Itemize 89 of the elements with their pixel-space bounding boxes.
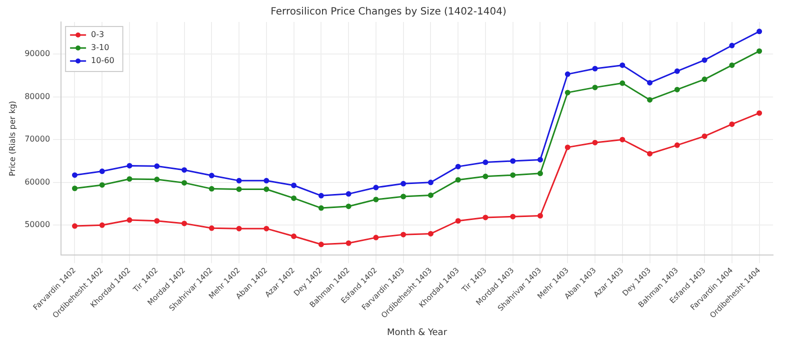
point xyxy=(482,214,488,220)
legend-label: 0-3 xyxy=(91,30,104,40)
point xyxy=(208,172,214,178)
point xyxy=(482,174,488,180)
y-tick-label: 80000 xyxy=(24,92,50,101)
point xyxy=(674,68,680,74)
point xyxy=(400,194,406,200)
point xyxy=(236,186,242,192)
point xyxy=(373,184,379,190)
chart-title: Ferrosilicon Price Changes by Size (1402-1404) xyxy=(270,6,506,18)
point xyxy=(126,162,132,168)
point xyxy=(647,97,653,103)
point xyxy=(208,186,214,192)
point xyxy=(537,156,543,162)
point xyxy=(564,90,570,96)
point xyxy=(126,217,132,223)
x-axis-title: Month & Year xyxy=(387,328,448,338)
y-tick-label: 90000 xyxy=(24,49,50,58)
point xyxy=(674,142,680,148)
point xyxy=(318,192,324,198)
point xyxy=(729,62,735,68)
point xyxy=(72,172,78,178)
point xyxy=(592,66,598,72)
point xyxy=(373,234,379,240)
point xyxy=(400,232,406,238)
point xyxy=(373,196,379,202)
point xyxy=(346,204,352,210)
point xyxy=(455,177,461,183)
point xyxy=(99,222,105,228)
point xyxy=(756,28,762,34)
point xyxy=(729,42,735,48)
y-tick-label: 60000 xyxy=(24,177,50,186)
point xyxy=(510,214,516,220)
point xyxy=(592,84,598,90)
legend-label: 10-60 xyxy=(91,56,114,66)
point xyxy=(182,167,188,173)
point xyxy=(702,57,708,63)
point xyxy=(126,176,132,182)
legend-label: 3-10 xyxy=(91,43,110,52)
point xyxy=(264,226,270,232)
point xyxy=(702,133,708,139)
point xyxy=(182,180,188,186)
point xyxy=(208,225,214,231)
point xyxy=(236,226,242,232)
point xyxy=(428,180,434,186)
point xyxy=(455,164,461,170)
y-tick-label: 70000 xyxy=(24,134,50,144)
point xyxy=(236,178,242,184)
point xyxy=(264,178,270,184)
point xyxy=(346,240,352,246)
point xyxy=(291,182,297,188)
point xyxy=(264,186,270,192)
point xyxy=(620,62,626,68)
point xyxy=(99,182,105,188)
point xyxy=(592,140,598,146)
point xyxy=(154,163,160,169)
point xyxy=(428,192,434,198)
point xyxy=(291,234,297,240)
point xyxy=(620,80,626,86)
point xyxy=(620,136,626,142)
point xyxy=(564,71,570,77)
point xyxy=(72,186,78,192)
point xyxy=(702,76,708,82)
point xyxy=(537,213,543,218)
point xyxy=(756,110,762,116)
point xyxy=(318,205,324,211)
point xyxy=(510,158,516,164)
point xyxy=(537,170,543,176)
point xyxy=(318,242,324,248)
y-tick-label: 50000 xyxy=(24,220,50,230)
point xyxy=(154,176,160,182)
point xyxy=(674,86,680,92)
point xyxy=(482,160,488,166)
point xyxy=(182,220,188,226)
point xyxy=(428,230,434,236)
point xyxy=(455,218,461,224)
point xyxy=(729,121,735,127)
point xyxy=(291,195,297,201)
point xyxy=(72,223,78,229)
point xyxy=(647,80,653,86)
point xyxy=(564,144,570,150)
point xyxy=(510,172,516,178)
point xyxy=(756,48,762,54)
point xyxy=(154,218,160,224)
point xyxy=(400,180,406,186)
point xyxy=(647,150,653,156)
point xyxy=(346,191,352,197)
y-axis-title: Price (Rials per kg) xyxy=(8,100,17,176)
point xyxy=(99,168,105,174)
